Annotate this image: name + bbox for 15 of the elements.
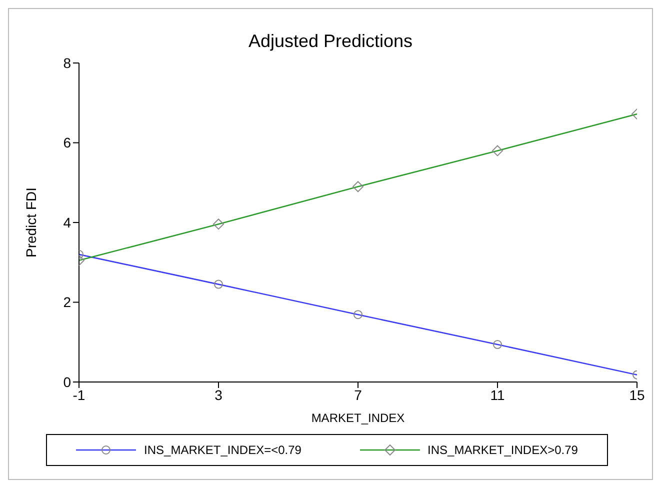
x-tick-label: -1 [72, 386, 86, 403]
y-tick-label: 0 [63, 374, 72, 390]
x-tick-label: 3 [214, 386, 223, 403]
y-tick-label: 4 [63, 214, 72, 230]
x-tick-label: 7 [354, 386, 362, 403]
x-tick-label: 15 [629, 386, 645, 403]
y-tick-label: 8 [63, 54, 72, 71]
chart-title: Adjusted Predictions [247, 31, 414, 53]
y-axis-title: Predict FDI [22, 187, 39, 258]
legend-label: INS_MARKET_INDEX>0.79 [426, 443, 578, 457]
y-tick-label: 6 [63, 134, 72, 151]
y-tick-label: 2 [63, 294, 72, 310]
x-tick-label: 11 [490, 386, 505, 403]
legend-label: INS_MARKET_INDEX=<0.79 [143, 443, 302, 457]
x-axis-title: MARKET_INDEX [311, 411, 405, 425]
